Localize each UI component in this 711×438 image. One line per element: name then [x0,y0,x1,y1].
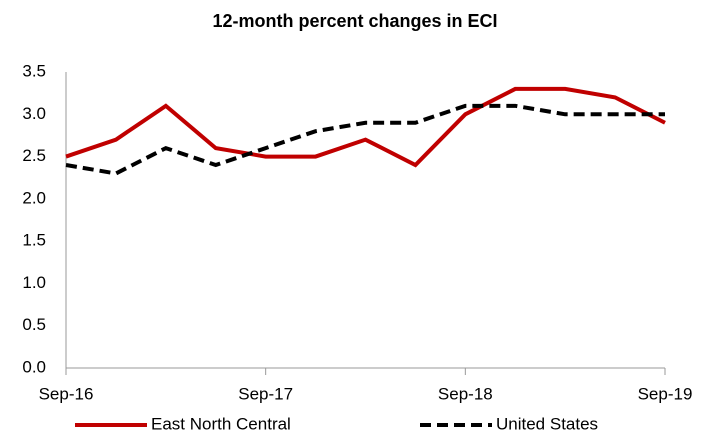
series-line [65,103,665,176]
series-line [65,86,666,168]
y-tick-label: 3.0 [22,104,46,123]
x-tick-label: Sep-18 [438,384,493,403]
x-tick-label: Sep-17 [238,384,293,403]
chart-title: 12-month percent changes in ECI [212,11,497,31]
y-tick-label: 0.5 [22,315,46,334]
legend-label: East North Central [151,414,291,433]
y-tick-label: 1.5 [22,231,46,250]
y-tick-label: 1.0 [22,273,46,292]
legend-label: United States [496,414,598,433]
y-tick-label: 3.5 [22,61,46,80]
y-tick-label: 2.0 [22,188,46,207]
y-tick-label: 2.5 [22,146,46,165]
x-tick-label: Sep-19 [638,384,693,403]
x-tick-label: Sep-16 [39,384,94,403]
y-tick-label: 0.0 [22,357,46,376]
